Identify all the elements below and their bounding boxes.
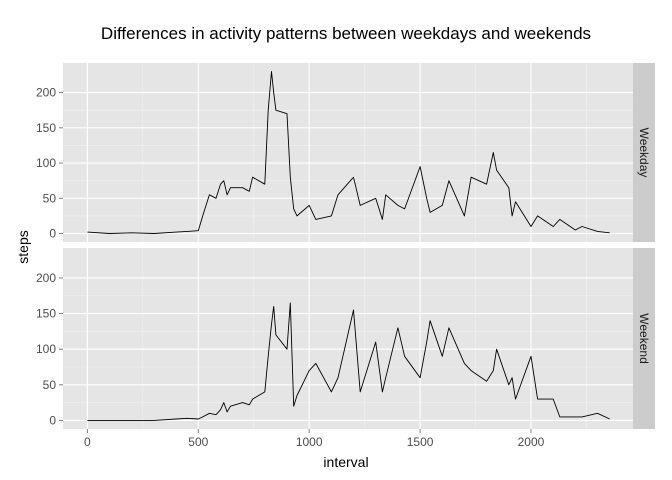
y-axis-title: steps bbox=[15, 230, 31, 263]
y-tick-label: 150 bbox=[36, 307, 56, 321]
y-tick-label: 200 bbox=[36, 86, 56, 100]
x-tick-label: 2000 bbox=[518, 435, 545, 449]
facet-label: Weekend bbox=[637, 313, 651, 363]
facet-label: Weekday bbox=[637, 128, 651, 178]
y-tick-label: 200 bbox=[36, 271, 56, 285]
y-tick-label: 0 bbox=[49, 413, 56, 427]
x-axis-ticks: 0 500 1000 1500 2000 bbox=[84, 429, 545, 449]
chart-title: Differences in activity patterns between… bbox=[101, 24, 591, 43]
x-tick-label: 1500 bbox=[407, 435, 434, 449]
x-tick-label: 1000 bbox=[296, 435, 323, 449]
facet-strip bbox=[633, 63, 655, 242]
y-tick-label: 0 bbox=[49, 227, 56, 241]
y-tick-label: 100 bbox=[36, 156, 56, 170]
facet-panels: 0 50 100 150 200 Weekday 0 50 100 150 200 Weekend bbox=[36, 63, 655, 429]
x-tick-label: 0 bbox=[84, 435, 91, 449]
panel-background bbox=[63, 63, 633, 242]
panel-weekend: 0 50 100 150 200 Weekend bbox=[36, 248, 655, 429]
x-axis-title: interval bbox=[323, 454, 368, 470]
facet-strip bbox=[633, 248, 655, 429]
y-tick-label: 100 bbox=[36, 342, 56, 356]
series-line-weekday bbox=[87, 71, 610, 234]
panel-weekday: 0 50 100 150 200 Weekday bbox=[36, 63, 655, 242]
y-tick-label: 50 bbox=[43, 191, 57, 205]
series-line-weekend bbox=[87, 302, 610, 421]
y-tick-label: 50 bbox=[43, 378, 57, 392]
x-tick-label: 500 bbox=[188, 435, 208, 449]
y-tick-label: 150 bbox=[36, 121, 56, 135]
panel-background bbox=[63, 248, 633, 429]
